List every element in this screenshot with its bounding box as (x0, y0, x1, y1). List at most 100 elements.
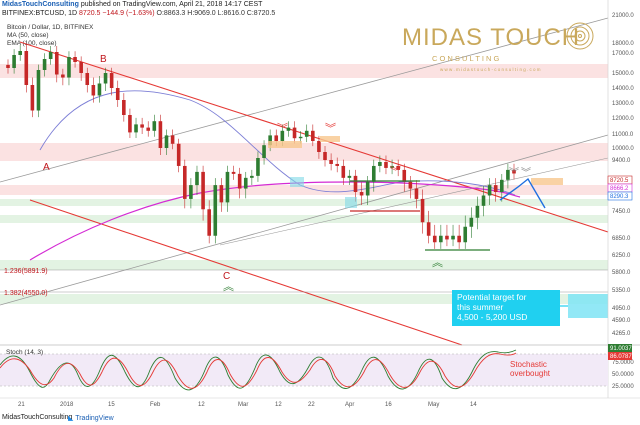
candle-body (250, 175, 254, 178)
chevron-down-icon: ︾ (390, 165, 401, 178)
y-tick-label: 7450.0 (612, 209, 631, 215)
support-band (0, 260, 608, 270)
candle-body (311, 130, 315, 141)
candle-body (341, 165, 346, 178)
candle-body (146, 127, 151, 131)
candle-body (371, 165, 376, 182)
stoch-tick-label: 50.0000 (612, 372, 634, 378)
candle-body (414, 188, 419, 199)
y-tick-label: 9400.0 (612, 158, 631, 164)
resistance-box (531, 178, 563, 185)
candle-body (402, 169, 407, 182)
candle-body (134, 124, 138, 133)
legend-ma: MA (50, close) (7, 32, 49, 39)
y-tick-label: 13000.0 (612, 101, 634, 107)
price-labels: 8720.5 8666.2 8290.3 (607, 175, 633, 201)
candle-body (213, 185, 218, 236)
ticker-info: BITFINEX:BTCUSD, 1D 8720.5 −144.9 (−1.63… (2, 10, 275, 17)
candle-body (140, 124, 144, 128)
candle-body (292, 127, 297, 139)
stoch-label: Stoch (14, 3) (6, 349, 43, 356)
candle-body (109, 73, 114, 88)
x-axis-labels: 21 2018 15 Feb 12 Mar 12 22 Apr 16 May 14 (18, 402, 477, 408)
candle-body (12, 55, 16, 68)
y-tick-label: 6250.0 (612, 253, 631, 259)
candle-body (408, 181, 413, 189)
candle-body (390, 165, 394, 168)
x-tick-label: 2018 (60, 402, 74, 408)
chevron-down-icon: ︾ (325, 122, 336, 135)
candle-body (164, 135, 169, 148)
support-band (0, 215, 608, 223)
label-a: A (43, 162, 50, 173)
legend-ema: EMA (100, close) (7, 40, 57, 47)
y-tick-label: 6850.0 (612, 236, 631, 242)
support-band (0, 294, 608, 304)
stoch-band (0, 354, 608, 386)
candle-body (219, 185, 224, 203)
y-tick-label: 15000.0 (612, 71, 634, 77)
candle-body (91, 85, 96, 96)
x-tick-label: Apr (345, 402, 354, 408)
candle-body (30, 85, 35, 111)
candle-body (170, 135, 175, 144)
y-tick-label: 14000.0 (612, 86, 634, 92)
publish-date: published on TradingView.com, April 21, … (78, 1, 263, 8)
label-b: B (100, 54, 107, 65)
candle-body (359, 192, 364, 196)
price-label: 8666.2 (610, 186, 629, 192)
candle-body (469, 217, 474, 227)
x-tick-label: 15 (108, 402, 115, 408)
candle-body (207, 209, 211, 236)
candle-body (42, 59, 47, 70)
candle-body (506, 169, 510, 180)
y-tick-label: 10000.0 (612, 146, 634, 152)
stoch-note: Stochastic overbought (510, 360, 551, 378)
brand-sub: C O N S U L T I N G (432, 54, 500, 63)
x-tick-label: Feb (150, 402, 161, 408)
target-text: Potential target for this summer 4,500 - 5… (457, 292, 527, 322)
x-tick-label: Mar (238, 402, 248, 408)
chevron-down-icon: ︾ (277, 122, 288, 135)
candle-body (262, 145, 266, 158)
candle-body (457, 235, 461, 243)
y-tick-label: 4950.0 (612, 306, 631, 312)
candle-body (329, 160, 333, 164)
candle-body (176, 143, 181, 166)
candle-body (18, 51, 22, 55)
candle-body (103, 73, 108, 84)
x-tick-label: 14 (470, 402, 477, 408)
stoch-value: 86.0787 (610, 354, 632, 360)
stoch-tick-label: 25.0000 (612, 384, 634, 390)
x-tick-label: 16 (385, 402, 392, 408)
price-chart[interactable]: 1.236(5891.9) 1.382(4550.0) A B C ︾ ︾ ︾ … (0, 0, 640, 412)
candle-body (231, 171, 236, 174)
stoch-d-line (0, 352, 517, 389)
candle-body (323, 152, 327, 160)
publisher-name[interactable]: MidasTouchConsulting (2, 1, 79, 8)
candles (6, 44, 516, 249)
candle-body (298, 136, 303, 139)
candle-body (451, 235, 455, 240)
candle-body (335, 163, 340, 166)
target-box (452, 290, 560, 326)
candle-body (201, 171, 205, 210)
legend-title: Bitcoin / Dollar, 1D, BITFINEX (7, 24, 94, 31)
tradingview-logo-icon[interactable]: ◣ TradingView (68, 415, 114, 422)
candle-body (396, 165, 400, 170)
price-label-box (607, 191, 633, 201)
candle-body (347, 175, 352, 178)
candle-body (286, 127, 291, 131)
x-tick-label: 21 (18, 402, 25, 408)
candle-body (36, 70, 41, 111)
footer-publisher[interactable]: MidasTouchConsulting (2, 414, 73, 421)
fib-label: 1.236(5891.9) (4, 268, 48, 275)
y-tick-label: 18000.0 (612, 41, 634, 47)
y-tick-label: 12000.0 (612, 116, 634, 122)
projection-arrow (499, 177, 546, 209)
x-tick-label: 12 (198, 402, 205, 408)
chevron-up-icon: ︽ (432, 257, 443, 269)
candle-body (128, 115, 132, 133)
x-tick-label: 12 (275, 402, 282, 408)
candle-body (73, 57, 77, 62)
